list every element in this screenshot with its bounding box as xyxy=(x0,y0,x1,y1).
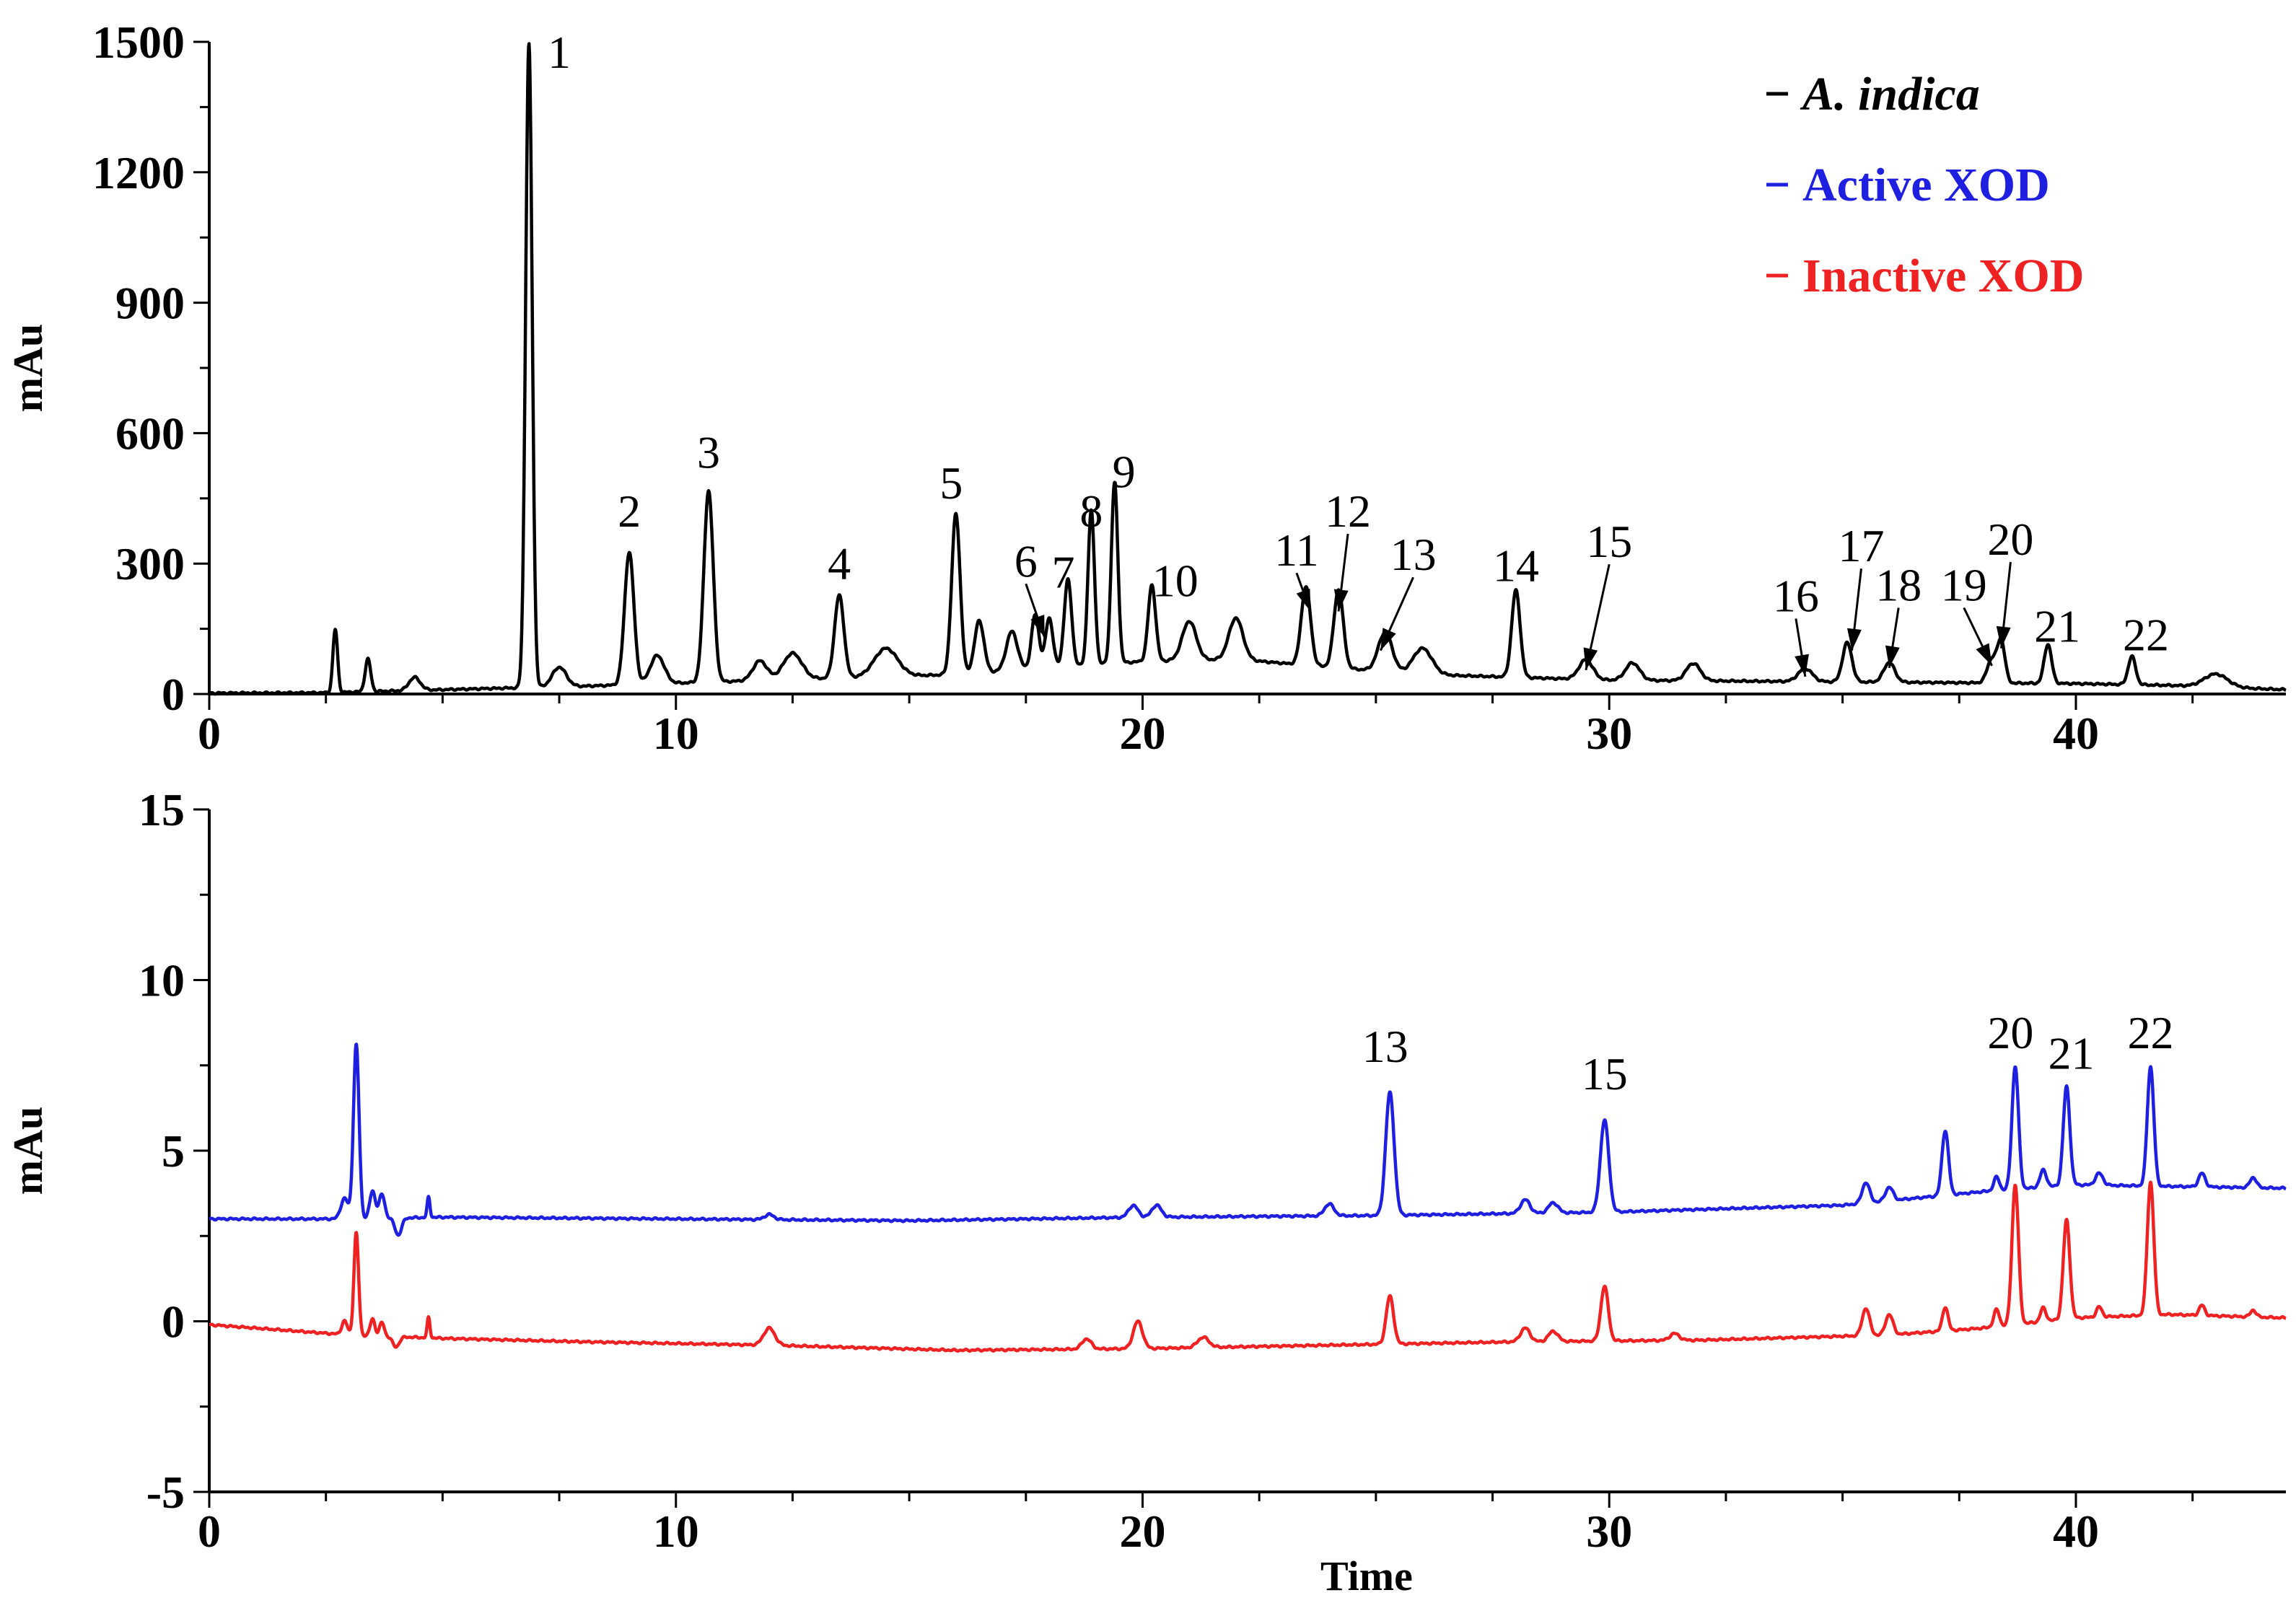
legend-label: Inactive XOD xyxy=(1802,250,2084,302)
peak-label: 14 xyxy=(1493,540,1539,591)
peak-label: 21 xyxy=(2034,601,2080,652)
peak-label: 19 xyxy=(1941,559,1987,610)
peak-arrow-head xyxy=(1846,628,1862,651)
x-tick-label: 10 xyxy=(653,1506,699,1557)
peak-label: 2 xyxy=(618,486,641,537)
peak-label: 13 xyxy=(1362,1021,1408,1072)
peak-arrow-head xyxy=(1583,647,1598,670)
peak-arrow-head xyxy=(1795,654,1809,677)
peak-label: 22 xyxy=(2123,610,2169,661)
peak-label: 6 xyxy=(1015,535,1038,587)
peak-label: 12 xyxy=(1325,486,1371,537)
x-tick-label: 20 xyxy=(1119,708,1165,759)
peak-label: 13 xyxy=(1390,529,1437,580)
y-tick-label: 300 xyxy=(115,538,185,589)
x-tick-label: 40 xyxy=(2053,708,2099,759)
peak-label: 20 xyxy=(1987,1007,2033,1058)
peak-label: 21 xyxy=(2048,1027,2094,1079)
x-tick-label: 40 xyxy=(2053,1506,2099,1557)
peak-label: 18 xyxy=(1875,559,1922,610)
peak-label: 1 xyxy=(548,27,571,78)
peak-label: 15 xyxy=(1582,1048,1628,1099)
peak-label: 22 xyxy=(2127,1007,2173,1058)
y-tick-label: 5 xyxy=(162,1125,185,1177)
x-tick-label: 0 xyxy=(198,708,221,759)
y-axis-title: mAu xyxy=(4,1107,51,1195)
x-tick-label: 20 xyxy=(1119,1506,1165,1557)
y-tick-label: 1200 xyxy=(92,147,185,198)
x-tick-label: 30 xyxy=(1586,708,1632,759)
peak-label: 8 xyxy=(1079,486,1103,537)
y-tick-label: 0 xyxy=(162,669,185,720)
y-tick-label: 1500 xyxy=(92,17,185,68)
y-tick-label: 600 xyxy=(115,408,185,459)
peak-label: 4 xyxy=(828,537,851,589)
x-tick-label: 10 xyxy=(653,708,699,759)
bottom-chart-panel: 0 10 20 30 40 -5 0 5 10 15 mAu Time 13 15 20 21 22 xyxy=(4,784,2287,1599)
series-line-inactive-xod xyxy=(208,1180,2287,1353)
peak-label: 3 xyxy=(697,427,720,478)
legend-label: Active XOD xyxy=(1802,159,2050,211)
y-tick-label: -5 xyxy=(146,1467,185,1518)
peak-label: 5 xyxy=(939,457,963,509)
series-line-active-xod xyxy=(208,1042,2287,1237)
series-line-a-indica xyxy=(208,42,2287,696)
peak-label: 9 xyxy=(1113,447,1136,498)
peak-arrow-head xyxy=(1030,615,1045,638)
legend-label: A. indica xyxy=(1800,68,1980,120)
peak-label: 17 xyxy=(1838,520,1884,571)
peak-arrow-head xyxy=(1996,625,2011,649)
y-tick-label: 10 xyxy=(139,955,185,1006)
y-tick-label: 900 xyxy=(115,278,185,329)
peak-arrow-head xyxy=(1885,645,1900,668)
peak-arrow-head xyxy=(1976,643,1992,666)
peak-arrow-head xyxy=(1380,628,1396,651)
peak-label: 20 xyxy=(1987,514,2033,565)
x-tick-label: 0 xyxy=(198,1506,221,1557)
x-axis-title: Time xyxy=(1320,1553,1413,1599)
y-tick-label: 0 xyxy=(162,1296,185,1348)
y-axis-title: mAu xyxy=(4,324,51,412)
peak-label: 11 xyxy=(1274,524,1319,576)
peak-arrow-head xyxy=(1333,589,1349,612)
x-tick-label: 30 xyxy=(1586,1506,1632,1557)
peak-arrow-head xyxy=(1296,588,1311,612)
peak-label: 10 xyxy=(1152,555,1199,606)
y-tick-label: 15 xyxy=(139,784,185,835)
peak-label: 16 xyxy=(1773,570,1819,621)
peak-label: 15 xyxy=(1586,516,1632,567)
peak-label: 7 xyxy=(1052,546,1075,597)
